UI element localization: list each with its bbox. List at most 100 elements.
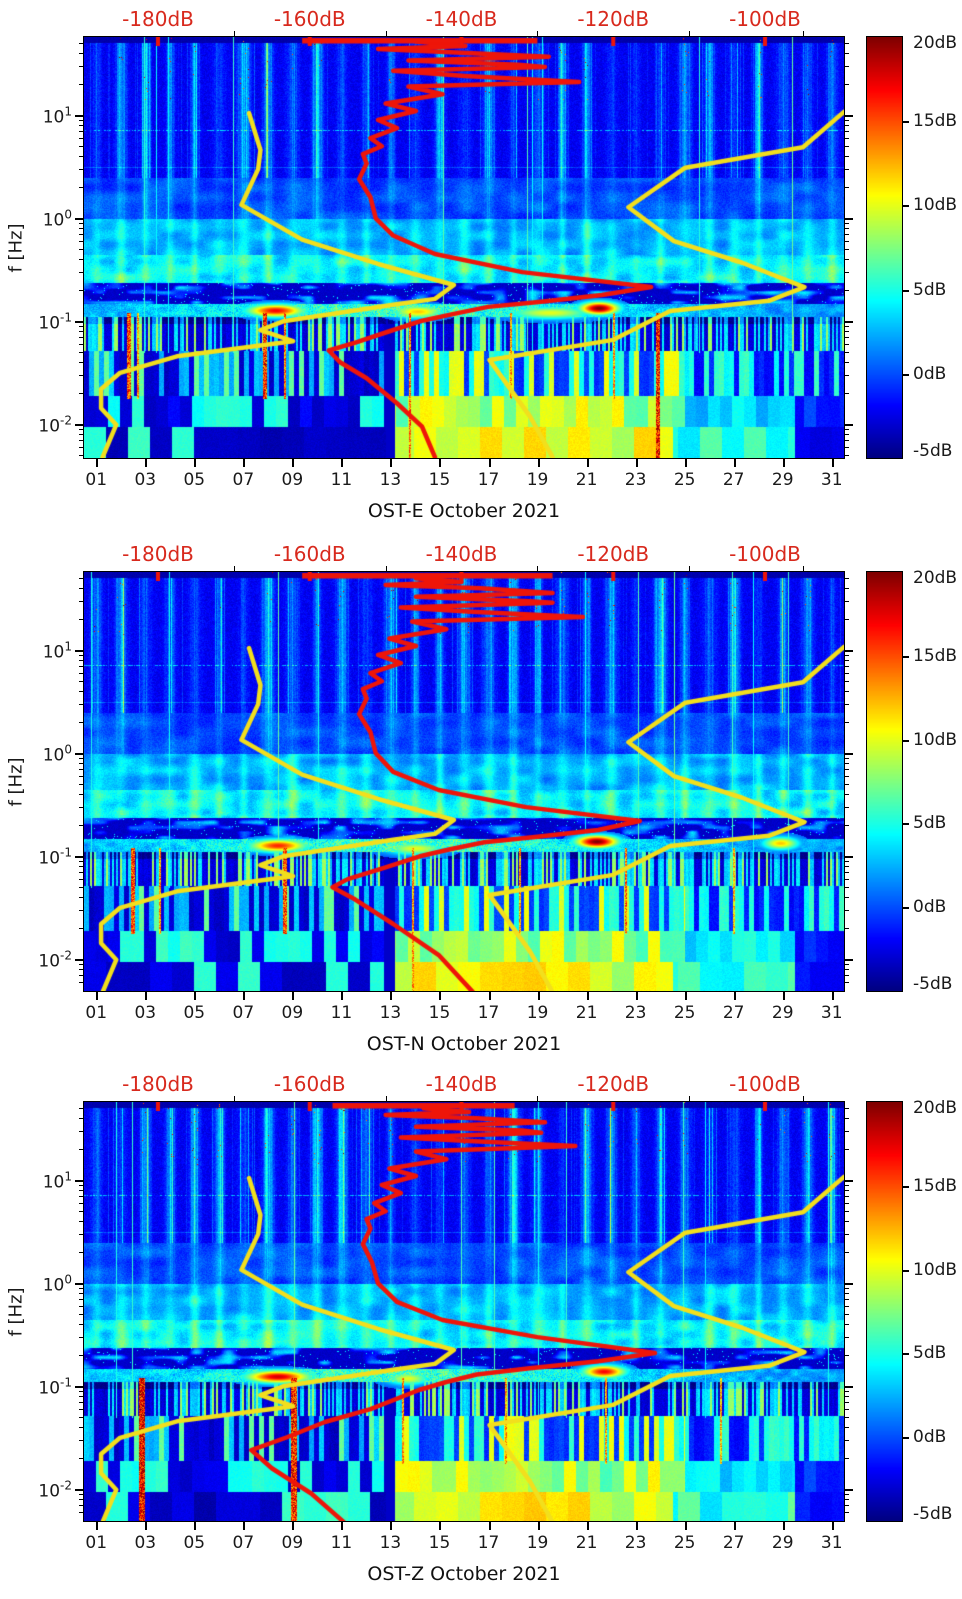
y-minor-tick-right (845, 156, 849, 158)
y-major-tick-left-ost-e-3 (75, 424, 83, 427)
y-minor-tick-right (845, 43, 849, 45)
y-axis-label-ost-n: f [Hz] (5, 756, 27, 807)
x-tick-ost-z-13 (733, 1522, 736, 1530)
colorbar-label-ost-e-5: -5dB (913, 441, 953, 461)
y-minor-tick-right (845, 1203, 849, 1205)
y-minor-tick-left (79, 619, 83, 621)
y-minor-tick-right (845, 879, 849, 881)
x-tick-label-ost-e-6: 13 (379, 470, 402, 490)
y-major-tick-left-ost-z-3 (75, 1489, 83, 1492)
y-minor-tick-left (79, 169, 83, 171)
y-tick-label-ost-z-2: 10-1 (12, 1376, 72, 1399)
x-tick-ost-z-14 (782, 1522, 785, 1530)
x-tick-label-ost-n-9: 19 (526, 1003, 549, 1023)
y-minor-tick-left (79, 825, 83, 827)
y-minor-tick-left (79, 578, 83, 580)
y-minor-tick-left (79, 434, 83, 436)
y-minor-tick-left (79, 866, 83, 868)
x-tick-ost-e-1 (145, 459, 148, 467)
x-tick-label-ost-z-4: 09 (281, 1533, 304, 1553)
y-minor-tick-right (845, 1396, 849, 1398)
y-tick-base: 10 (38, 416, 61, 437)
x-tick-label-ost-e-0: 01 (85, 470, 108, 490)
colorbar-label-ost-n-2: 10dB (913, 729, 958, 750)
x-tick-label-ost-z-6: 13 (379, 1533, 402, 1553)
y-minor-tick-left (79, 1390, 83, 1392)
y-minor-tick-left (79, 673, 83, 675)
y-minor-tick-right (845, 1149, 849, 1151)
x-tick-label-ost-e-12: 25 (673, 470, 696, 490)
y-tick-label-ost-e-1: 100 (12, 208, 72, 231)
y-minor-tick-right (845, 757, 849, 759)
x-tick-label-ost-e-11: 23 (624, 470, 647, 490)
x-tick-ost-n-14 (782, 992, 785, 1000)
y-tick-label-ost-n-3: 10-2 (12, 949, 72, 972)
y-minor-tick-right (845, 344, 849, 346)
y-tick-label-ost-n-2: 10-1 (12, 846, 72, 869)
y-minor-tick-left (79, 654, 83, 656)
top-db-label-ost-n-1: -160dB (273, 542, 346, 566)
y-minor-tick-left (79, 722, 83, 724)
y-minor-tick-right (845, 1131, 849, 1133)
x-tick-label-ost-z-8: 17 (477, 1533, 500, 1553)
y-minor-tick-left (79, 1512, 83, 1514)
y-minor-tick-right (845, 1306, 849, 1308)
y-minor-tick-left (79, 1314, 83, 1316)
y-minor-tick-left (79, 362, 83, 364)
x-tick-ost-z-0 (96, 1522, 99, 1530)
x-tick-label-ost-z-15: 31 (820, 1533, 843, 1553)
y-tick-exponent: 1 (64, 639, 72, 654)
x-tick-ost-e-12 (684, 459, 687, 467)
x-tick-label-ost-n-4: 09 (281, 1003, 304, 1023)
x-tick-label-ost-n-8: 17 (477, 1003, 500, 1023)
x-tick-ost-e-4 (292, 459, 295, 467)
y-minor-tick-right (845, 259, 849, 261)
y-minor-tick-right (845, 234, 849, 236)
y-minor-tick-right (845, 897, 849, 899)
colorbar-label-ost-z-5: -5dB (913, 1504, 953, 1524)
y-minor-tick-left (79, 1396, 83, 1398)
x-tick-label-ost-z-5: 11 (330, 1533, 353, 1553)
y-axis-label-ost-e: f [Hz] (5, 222, 27, 273)
colorbar-label-ost-e-1: 15dB (913, 111, 958, 132)
y-major-tick-right-ost-z-1 (845, 1283, 853, 1286)
colorbar-ost-n (866, 571, 903, 992)
y-minor-tick-left (79, 1337, 83, 1339)
y-tick-exponent: 0 (64, 207, 72, 222)
y-minor-tick-left (79, 1306, 83, 1308)
colorbar-label-ost-n-0: 20dB (913, 568, 958, 588)
top-db-label-ost-e-0: -180dB (122, 7, 194, 31)
y-minor-tick-right (845, 241, 849, 243)
y-minor-tick-right (845, 1493, 849, 1495)
top-db-label-ost-n-2: -140dB (425, 542, 498, 566)
y-minor-tick-right (845, 393, 849, 395)
top-minor-tick-ost-n-2 (537, 566, 539, 571)
y-minor-tick-left (79, 331, 83, 333)
y-minor-tick-left (79, 1493, 83, 1495)
colorbar-label-ost-z-4: 0dB (913, 1427, 947, 1448)
x-tick-ost-e-10 (586, 459, 589, 467)
y-minor-tick-left (79, 1440, 83, 1442)
top-minor-tick-ost-n-3 (689, 566, 691, 571)
x-tick-ost-e-14 (782, 459, 785, 467)
y-minor-tick-left (79, 66, 83, 68)
y-minor-tick-right (845, 1337, 849, 1339)
y-minor-tick-left (79, 138, 83, 140)
x-tick-ost-z-11 (635, 1522, 638, 1530)
x-tick-ost-n-7 (439, 992, 442, 1000)
y-minor-tick-right (845, 691, 849, 693)
y-minor-tick-left (79, 1458, 83, 1460)
panel-title-ost-e: OST-E October 2021 (367, 500, 561, 522)
y-minor-tick-left (79, 1221, 83, 1223)
y-minor-tick-right (845, 763, 849, 765)
y-major-tick-right-ost-n-0 (845, 650, 853, 653)
y-minor-tick-right (845, 601, 849, 603)
x-tick-label-ost-n-11: 23 (624, 1003, 647, 1023)
top-minor-tick-ost-n-0 (233, 566, 235, 571)
y-minor-tick-right (845, 53, 849, 55)
y-minor-tick-left (79, 1293, 83, 1295)
y-minor-tick-right (845, 331, 849, 333)
y-minor-tick-left (79, 156, 83, 158)
y-minor-tick-right (845, 825, 849, 827)
y-minor-tick-right (845, 666, 849, 668)
